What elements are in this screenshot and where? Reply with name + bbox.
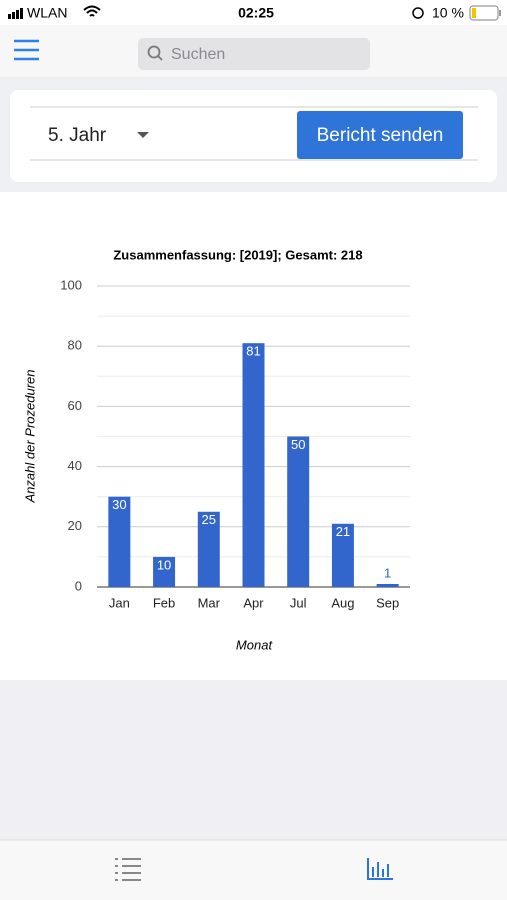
clock: 02:25 (238, 5, 274, 21)
search-icon-handle (157, 55, 163, 61)
plot: 0 20 40 60 80 100 Jan 30 Feb 10 Mar 25 Apr 81 Jul 50 Aug… (60, 277, 410, 610)
bar (331, 523, 354, 587)
period-value: 5. Jahr (48, 125, 107, 146)
data-label: 50 (291, 437, 305, 452)
y-tick-label: 100 (60, 277, 82, 292)
bar (108, 496, 131, 587)
y-axis-label: Anzahl der Prozeduren (22, 370, 37, 504)
x-tick-label: Jan (109, 595, 130, 610)
battery-text: 10 % (432, 5, 464, 21)
empty-area (0, 680, 507, 840)
wifi-icon (83, 5, 101, 17)
tab-bar (0, 840, 507, 900)
send-button-label: Bericht senden (317, 125, 444, 146)
carrier: WLAN (27, 5, 67, 21)
bar (376, 583, 399, 587)
x-tick-label: Mar (198, 595, 221, 610)
y-tick-label: 40 (68, 458, 82, 473)
x-axis-label: Monat (236, 637, 274, 652)
period-select[interactable]: 5. Jahr (48, 125, 149, 146)
search-icon (147, 45, 161, 59)
chart-tab[interactable] (367, 858, 393, 880)
y-tick-label: 60 (68, 398, 82, 413)
send-button[interactable] (297, 111, 463, 159)
data-label: 1 (384, 565, 391, 580)
x-tick-label: Aug (331, 595, 354, 610)
menu-button[interactable] (14, 39, 39, 61)
search-placeholder: Suchen (171, 46, 225, 63)
list-tab[interactable] (115, 858, 141, 881)
x-tick-label: Feb (153, 595, 175, 610)
y-tick-label: 20 (68, 518, 82, 533)
bar (153, 556, 176, 587)
search-box[interactable] (138, 38, 370, 70)
chart-title: Zusammenfassung: [2019]; Gesamt: 218 (113, 247, 362, 262)
dropdown-arrow (137, 132, 149, 138)
x-tick-label: Sep (376, 595, 399, 610)
battery-icon (469, 5, 501, 21)
bar (287, 436, 310, 587)
signal-icon (8, 8, 23, 19)
bar (242, 343, 265, 587)
x-tick-label: Apr (243, 595, 264, 610)
data-label: 30 (112, 497, 126, 512)
bar (197, 511, 220, 587)
y-tick-label: 80 (68, 338, 82, 353)
data-label: 25 (202, 512, 216, 527)
data-label: 10 (157, 557, 171, 572)
y-tick-label: 0 (75, 578, 82, 593)
rotation-lock-icon (412, 7, 424, 19)
data-label: 81 (246, 344, 260, 359)
x-tick-label: Jul (290, 595, 307, 610)
data-label: 21 (336, 524, 350, 539)
